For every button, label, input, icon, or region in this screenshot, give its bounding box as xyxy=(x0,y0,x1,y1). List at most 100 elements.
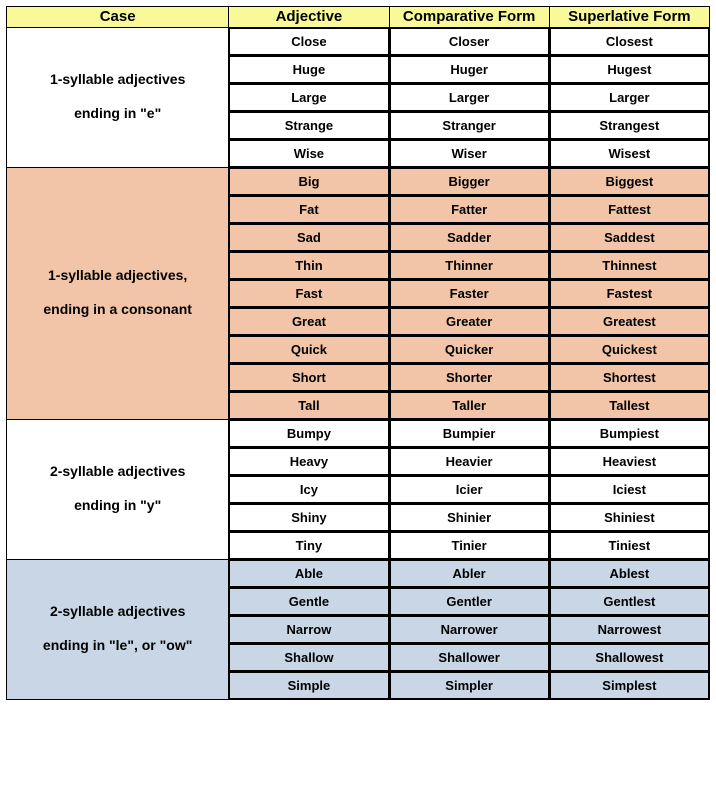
word-box: Strangest xyxy=(550,112,709,139)
header-adjective: Adjective xyxy=(229,7,389,28)
comparative-cell: Bigger xyxy=(389,167,549,195)
superlative-cell: Ablest xyxy=(549,559,709,587)
word-box: Icy xyxy=(229,476,388,503)
word-box: Fatter xyxy=(390,196,549,223)
superlative-cell: Shiniest xyxy=(549,503,709,531)
word-box: Wise xyxy=(229,140,388,167)
word-box: Tiny xyxy=(229,532,388,559)
superlative-cell: Gentlest xyxy=(549,587,709,615)
word-box: Sadder xyxy=(390,224,549,251)
superlative-cell: Shallowest xyxy=(549,643,709,671)
adjective-cell: Shallow xyxy=(229,643,389,671)
comparative-cell: Taller xyxy=(389,391,549,419)
adjective-table: Case Adjective Comparative Form Superlat… xyxy=(6,6,710,700)
comparative-cell: Thinner xyxy=(389,251,549,279)
comparative-cell: Gentler xyxy=(389,587,549,615)
table-row: 2-syllable adjectivesending in "le", or … xyxy=(7,559,710,587)
case-cell: 2-syllable adjectivesending in "le", or … xyxy=(7,559,229,699)
superlative-cell: Tiniest xyxy=(549,531,709,559)
word-box: Gentlest xyxy=(550,588,709,615)
word-box: Thinnest xyxy=(550,252,709,279)
comparative-cell: Heavier xyxy=(389,447,549,475)
word-box: Huger xyxy=(390,56,549,83)
comparative-cell: Shallower xyxy=(389,643,549,671)
comparative-cell: Simpler xyxy=(389,671,549,699)
comparative-cell: Stranger xyxy=(389,111,549,139)
word-box: Quicker xyxy=(390,336,549,363)
word-box: Wiser xyxy=(390,140,549,167)
word-box: Shallow xyxy=(229,644,388,671)
superlative-cell: Fattest xyxy=(549,195,709,223)
word-box: Biggest xyxy=(550,168,709,195)
adjective-cell: Large xyxy=(229,83,389,111)
superlative-cell: Wisest xyxy=(549,139,709,167)
adjective-cell: Icy xyxy=(229,475,389,503)
word-box: Fastest xyxy=(550,280,709,307)
word-box: Shorter xyxy=(390,364,549,391)
case-line: ending in "le", or "ow" xyxy=(7,629,228,663)
word-box: Big xyxy=(229,168,388,195)
word-box: Sad xyxy=(229,224,388,251)
word-box: Shallower xyxy=(390,644,549,671)
comparative-cell: Huger xyxy=(389,55,549,83)
superlative-cell: Hugest xyxy=(549,55,709,83)
word-box: Faster xyxy=(390,280,549,307)
word-box: Tall xyxy=(229,392,388,419)
adjective-cell: Shiny xyxy=(229,503,389,531)
word-box: Fat xyxy=(229,196,388,223)
adjective-cell: Fat xyxy=(229,195,389,223)
superlative-cell: Simplest xyxy=(549,671,709,699)
word-box: Gentle xyxy=(229,588,388,615)
case-line: 2-syllable adjectives xyxy=(7,455,228,489)
adjective-cell: Huge xyxy=(229,55,389,83)
word-box: Thin xyxy=(229,252,388,279)
word-box: Short xyxy=(229,364,388,391)
word-box: Bumpier xyxy=(390,420,549,447)
word-box: Shinier xyxy=(390,504,549,531)
comparative-cell: Bumpier xyxy=(389,419,549,447)
comparative-cell: Sadder xyxy=(389,223,549,251)
adjective-cell: Strange xyxy=(229,111,389,139)
case-line: ending in "y" xyxy=(7,489,228,523)
word-box: Abler xyxy=(390,560,549,587)
word-box: Shiny xyxy=(229,504,388,531)
word-box: Narrower xyxy=(390,616,549,643)
word-box: Closer xyxy=(390,28,549,55)
word-box: Tiniest xyxy=(550,532,709,559)
case-cell: 1-syllable adjectives,ending in a conson… xyxy=(7,167,229,419)
adjective-cell: Tiny xyxy=(229,531,389,559)
word-box: Close xyxy=(229,28,388,55)
word-box: Great xyxy=(229,308,388,335)
comparative-cell: Narrower xyxy=(389,615,549,643)
case-line: ending in "e" xyxy=(7,97,228,131)
superlative-cell: Shortest xyxy=(549,363,709,391)
word-box: Bumpiest xyxy=(550,420,709,447)
word-box: Quickest xyxy=(550,336,709,363)
case-line: 1-syllable adjectives, xyxy=(7,259,228,293)
superlative-cell: Heaviest xyxy=(549,447,709,475)
adjective-cell: Short xyxy=(229,363,389,391)
comparative-cell: Icier xyxy=(389,475,549,503)
word-box: Simplest xyxy=(550,672,709,699)
word-box: Simple xyxy=(229,672,388,699)
word-box: Thinner xyxy=(390,252,549,279)
superlative-cell: Larger xyxy=(549,83,709,111)
comparative-cell: Quicker xyxy=(389,335,549,363)
word-box: Wisest xyxy=(550,140,709,167)
word-box: Tinier xyxy=(390,532,549,559)
word-box: Gentler xyxy=(390,588,549,615)
word-box: Bigger xyxy=(390,168,549,195)
word-box: Heavier xyxy=(390,448,549,475)
word-box: Hugest xyxy=(550,56,709,83)
comparative-cell: Closer xyxy=(389,27,549,55)
case-cell: 1-syllable adjectivesending in "e" xyxy=(7,27,229,167)
case-line: 1-syllable adjectives xyxy=(7,63,228,97)
header-comparative: Comparative Form xyxy=(389,7,549,28)
comparative-cell: Abler xyxy=(389,559,549,587)
adjective-cell: Great xyxy=(229,307,389,335)
case-line: ending in a consonant xyxy=(7,293,228,327)
word-box: Icier xyxy=(390,476,549,503)
comparative-cell: Greater xyxy=(389,307,549,335)
word-box: Heavy xyxy=(229,448,388,475)
word-box: Narrow xyxy=(229,616,388,643)
